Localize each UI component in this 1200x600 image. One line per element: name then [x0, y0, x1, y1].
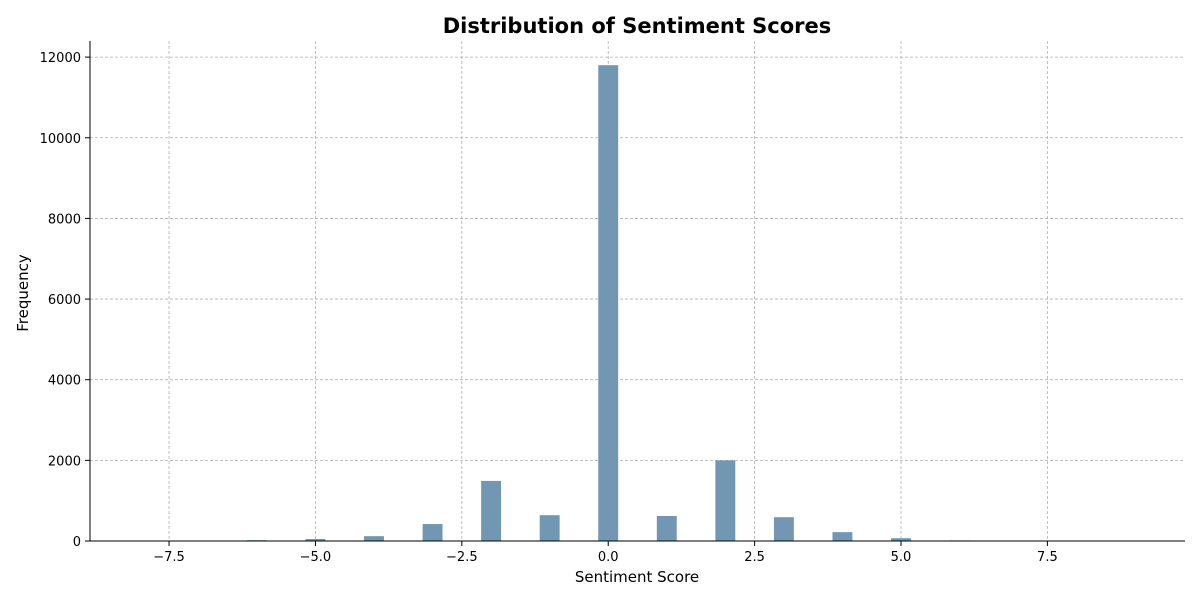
bar-layer	[246, 65, 970, 542]
y-axis-label: Frequency	[14, 254, 32, 332]
grid-layer	[90, 41, 1185, 542]
y-tick-label: 0	[73, 535, 81, 550]
y-tick-label: 2000	[48, 454, 81, 469]
x-tick-label: 5.0	[891, 550, 912, 565]
y-tick-label: 12000	[40, 51, 81, 66]
histogram-bar	[364, 536, 384, 541]
histogram-bar	[832, 532, 853, 541]
histogram-bar	[539, 515, 560, 541]
histogram-bar	[891, 538, 911, 541]
histogram-bar	[656, 516, 677, 541]
y-tick-label: 10000	[40, 132, 81, 147]
histogram-bar	[715, 460, 736, 541]
x-tick-label: −5.0	[300, 550, 332, 565]
chart-title: Distribution of Sentiment Scores	[443, 14, 832, 38]
histogram-bar	[773, 517, 794, 541]
x-tick-label: 7.5	[1037, 550, 1058, 565]
histogram-bar	[305, 538, 326, 541]
histogram-bar	[598, 65, 619, 542]
axis-layer: −7.5 −5.0 −2.5 0.0 2.5 5.0 7.5 0 2000 4000 6000 800…	[40, 41, 1185, 565]
x-tick-label: 2.5	[744, 550, 765, 565]
x-axis-label: Sentiment Score	[575, 568, 699, 586]
y-tick-label: 8000	[48, 212, 81, 227]
histogram-bar	[481, 480, 502, 541]
x-tick-label: −2.5	[446, 550, 478, 565]
y-tick-label: 4000	[48, 374, 81, 389]
y-tick-label: 6000	[48, 293, 81, 308]
histogram-bar	[422, 524, 443, 541]
x-tick-label: 0.0	[598, 550, 619, 565]
x-tick-label: −7.5	[153, 550, 185, 565]
